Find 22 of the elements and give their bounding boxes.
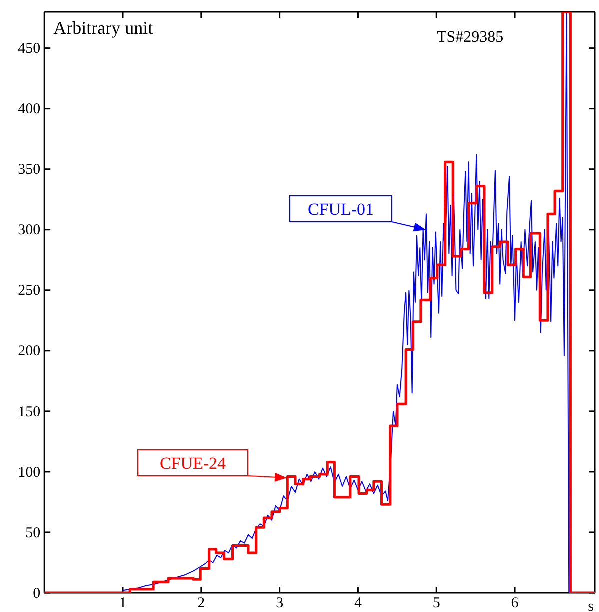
- x-tick-label: 4: [354, 596, 362, 612]
- text: CFUL-01: [308, 200, 374, 219]
- x-axis-title: s: [588, 599, 594, 612]
- y-tick-label: 0: [33, 586, 41, 602]
- x-tick-label: 2: [198, 596, 206, 612]
- annotation: TS#29385: [437, 29, 504, 46]
- y-tick-label: 400: [18, 102, 41, 118]
- x-tick-label: 3: [276, 596, 284, 612]
- y-tick-label: 250: [18, 283, 41, 300]
- x-tick-label: 6: [511, 596, 520, 612]
- y-tick-label: 100: [18, 464, 41, 481]
- x-tick-label: 5: [432, 596, 440, 612]
- x-tick-label: 1: [119, 596, 127, 612]
- line-series: [122, 12, 570, 593]
- y-tick-label: 50: [26, 525, 41, 542]
- y-tick-label: 350: [18, 162, 41, 178]
- y-tick-label: 200: [18, 344, 41, 360]
- y-tick-label: 300: [18, 222, 41, 239]
- y-tick-label: 450: [18, 41, 41, 58]
- y-axis-title: Arbitrary unit: [54, 18, 154, 38]
- text: CFUE-24: [160, 454, 227, 473]
- y-tick-label: 150: [18, 404, 41, 420]
